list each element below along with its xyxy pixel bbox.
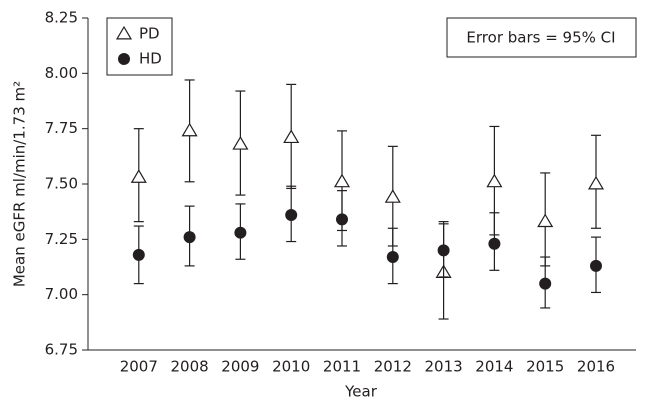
x-tick-label: 2012 [374, 358, 412, 376]
y-tick-label: 7.50 [45, 175, 78, 193]
marker [386, 251, 399, 264]
legend-label: PD [139, 25, 160, 43]
x-tick-label: 2013 [425, 358, 463, 376]
marker [183, 231, 196, 244]
marker [488, 237, 501, 250]
marker [333, 173, 351, 188]
marker [537, 213, 554, 228]
marker [590, 259, 602, 272]
x-tick-label: 2007 [120, 358, 158, 376]
y-tick-label: 8.00 [45, 64, 78, 82]
marker [132, 248, 145, 261]
marker [283, 129, 300, 144]
x-tick-label: 2014 [475, 358, 513, 376]
marker [539, 277, 552, 290]
x-tick-label: 2016 [577, 358, 615, 376]
x-tick-label: 2011 [323, 358, 361, 376]
marker [285, 208, 298, 221]
x-tick-label: 2010 [272, 358, 310, 376]
marker [336, 213, 348, 226]
x-tick-label: 2008 [171, 358, 209, 376]
y-tick-label: 7.25 [45, 230, 78, 248]
y-tick-label: 6.75 [45, 341, 78, 359]
legend-label: HD [139, 50, 162, 68]
marker [232, 135, 249, 150]
legend-marker [118, 53, 130, 65]
marker [486, 173, 503, 188]
legend-marker [115, 25, 133, 40]
marker [384, 189, 401, 203]
x-tick-label: 2009 [221, 358, 259, 376]
annotation: Error bars = 95% CI [466, 29, 615, 47]
x-axis-label: Year [344, 383, 378, 401]
marker [130, 169, 147, 183]
annotation-box [446, 17, 637, 58]
marker [234, 226, 247, 239]
y-tick-label: 7.00 [45, 285, 78, 303]
legend-box [106, 17, 173, 76]
marker [437, 244, 450, 257]
y-tick-label: 7.75 [45, 119, 78, 137]
y-axis-label: Mean eGFR ml/min/1.73 m² [11, 81, 29, 287]
x-tick-label: 2015 [526, 358, 564, 376]
y-tick-label: 8.25 [45, 9, 78, 27]
marker [587, 175, 605, 190]
marker [181, 122, 198, 137]
